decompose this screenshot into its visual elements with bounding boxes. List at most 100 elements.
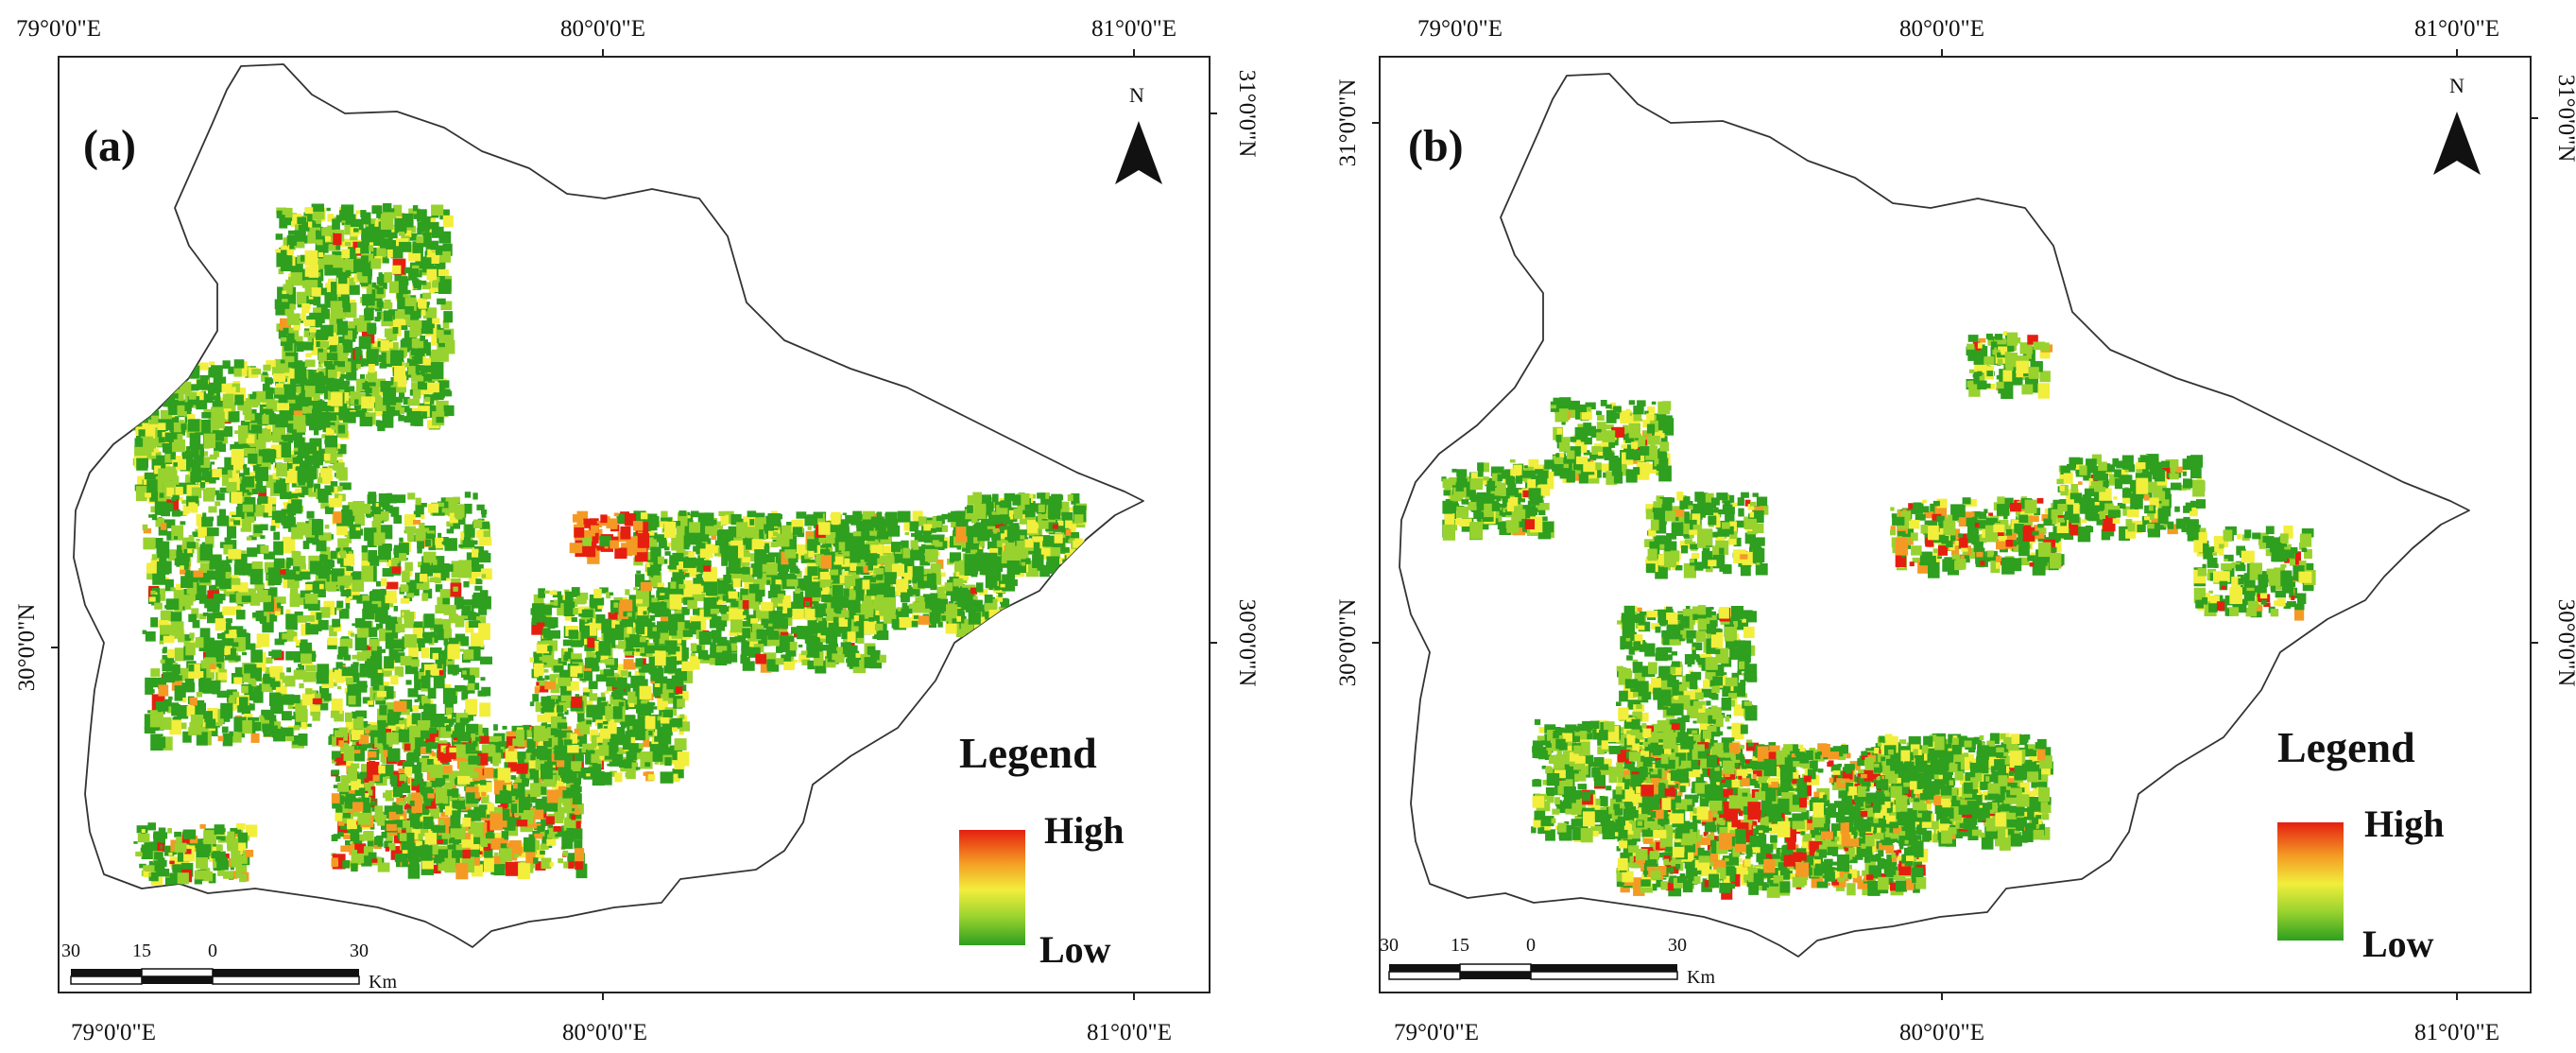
raster-cell (423, 798, 432, 806)
raster-cell (352, 501, 365, 516)
raster-cell (229, 731, 233, 736)
raster-cell (575, 808, 581, 815)
raster-cell (529, 657, 534, 663)
raster-cell (354, 408, 368, 418)
raster-cell (402, 810, 406, 815)
raster-cell (387, 709, 393, 716)
raster-cell (418, 640, 425, 647)
raster-cell (366, 373, 370, 380)
raster-cell (404, 796, 409, 803)
raster-cell (380, 339, 389, 351)
raster-cell (155, 451, 162, 457)
raster-cell (364, 527, 377, 542)
raster-cell (332, 800, 339, 809)
raster-cell (394, 854, 408, 863)
raster-cell (276, 576, 283, 583)
raster-cell (423, 551, 437, 563)
raster-cell (429, 727, 438, 734)
raster-cell (275, 675, 283, 682)
raster-cell (198, 588, 206, 594)
raster-cell (196, 692, 203, 698)
raster-cell (432, 318, 440, 324)
raster-cell (248, 680, 257, 687)
raster-cell (443, 605, 456, 615)
raster-cell (282, 711, 292, 721)
raster-cell (197, 705, 206, 717)
raster-cell (554, 817, 564, 823)
raster-cell (313, 372, 324, 385)
raster-cell (352, 716, 364, 730)
raster-cell (328, 370, 337, 383)
raster-cell (478, 606, 488, 615)
raster-cell (377, 511, 389, 521)
raster-cell (360, 255, 369, 265)
raster-cell (285, 516, 296, 526)
raster-cell (426, 533, 435, 539)
raster-cell (135, 386, 145, 394)
raster-cell (393, 606, 398, 612)
raster-cell (256, 633, 270, 647)
raster-cell (382, 414, 394, 428)
raster-cell (393, 652, 405, 664)
raster-cell (310, 611, 322, 625)
raster-cell (198, 402, 203, 407)
raster-cell (180, 381, 192, 395)
raster-cell (169, 486, 183, 495)
raster-cell (243, 566, 252, 576)
raster-cell (318, 251, 323, 257)
raster-cell (432, 824, 446, 834)
raster-cell (371, 289, 379, 299)
raster-cell (343, 238, 352, 245)
raster-cell (411, 372, 421, 382)
raster-cell (374, 285, 379, 289)
raster-cell (418, 406, 430, 418)
raster-cell (474, 792, 480, 799)
raster-cell (386, 660, 394, 667)
raster-cell (345, 677, 353, 685)
raster-cell (225, 572, 232, 579)
raster-cell (318, 361, 323, 368)
raster-cell (287, 333, 295, 340)
raster-cell (499, 790, 509, 800)
raster-cell (297, 216, 306, 224)
raster-cell (259, 716, 265, 722)
raster-cell (281, 302, 290, 309)
raster-cell (361, 560, 370, 571)
raster-cell (291, 499, 302, 514)
raster-cell (212, 686, 221, 695)
raster-cell (603, 721, 609, 725)
raster-cell (263, 387, 273, 394)
raster-cell (362, 608, 374, 620)
raster-cell (410, 315, 419, 323)
raster-cell (265, 569, 270, 573)
raster-cell (570, 785, 581, 798)
raster-cell (292, 214, 302, 225)
raster-cell (425, 539, 431, 546)
raster-cell (388, 601, 394, 608)
raster-cell (252, 475, 258, 479)
raster-cell (386, 823, 397, 831)
raster-cell (435, 258, 446, 269)
raster-cell (335, 215, 342, 223)
raster-cell (352, 711, 357, 719)
raster-cell (289, 593, 301, 607)
raster-cell (507, 745, 515, 751)
raster-cell (336, 344, 349, 356)
raster-cell (156, 561, 170, 575)
raster-cell (189, 697, 197, 706)
raster-cell (365, 729, 370, 734)
raster-cell (266, 390, 274, 400)
raster-cell (256, 390, 269, 403)
raster-cell (251, 490, 259, 494)
raster-cell (247, 547, 258, 558)
raster-cell (618, 640, 627, 649)
raster-cell (269, 435, 281, 441)
raster-cell (311, 287, 321, 297)
raster-cell (200, 482, 206, 489)
raster-cell (579, 625, 590, 639)
raster-cell (420, 574, 428, 582)
raster-cell (440, 811, 449, 817)
raster-cell (329, 560, 335, 568)
raster-cell (411, 792, 421, 800)
raster-cell (335, 467, 348, 479)
